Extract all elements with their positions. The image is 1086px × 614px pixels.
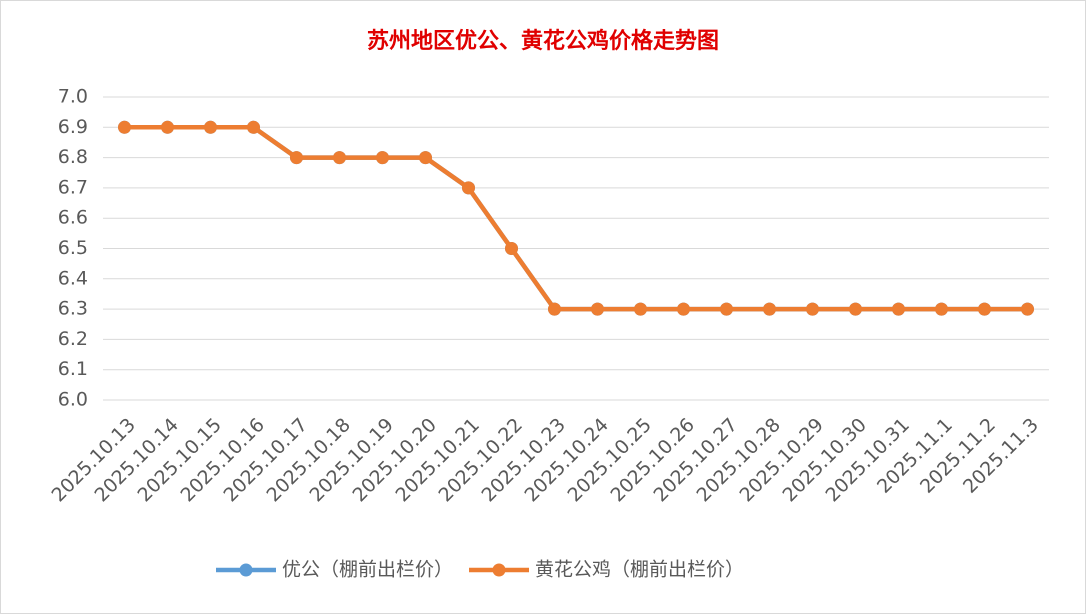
data-point (505, 242, 518, 255)
y-tick-label: 6.4 (58, 267, 88, 289)
legend-marker (492, 563, 506, 577)
y-tick-label: 6.3 (58, 298, 88, 320)
y-tick-label: 6.1 (58, 358, 88, 380)
data-point (591, 302, 604, 316)
data-point (118, 120, 131, 134)
legend-label: 优公（棚前出栏价） (282, 559, 453, 581)
data-point (849, 302, 862, 316)
data-point (161, 120, 174, 134)
data-point (290, 151, 303, 165)
data-point (892, 302, 905, 316)
data-point (376, 151, 389, 165)
data-point (677, 302, 690, 316)
data-point (247, 120, 260, 134)
y-tick-label: 6.5 (58, 237, 88, 259)
series-line (124, 125, 1028, 312)
data-point (333, 151, 346, 165)
y-tick-label: 7.0 (58, 86, 88, 108)
legend-label: 黄花公鸡（棚前出栏价） (535, 559, 744, 581)
y-tick-label: 6.0 (58, 389, 88, 411)
data-point (935, 302, 948, 316)
chart-title: 苏州地区优公、黄花公鸡价格走势图 (367, 28, 719, 54)
data-point (548, 302, 561, 316)
data-point (419, 151, 432, 165)
y-tick-label: 6.9 (58, 116, 88, 138)
data-point (1021, 302, 1034, 316)
data-point (462, 181, 475, 195)
data-point (720, 302, 733, 316)
data-point (978, 302, 991, 316)
y-tick-label: 6.6 (58, 207, 88, 229)
y-tick-label: 6.7 (58, 176, 88, 198)
data-point (204, 120, 217, 134)
data-point (806, 302, 819, 316)
legend-marker (239, 563, 253, 577)
y-tick-label: 6.2 (58, 328, 88, 350)
data-point (634, 302, 647, 316)
data-point (763, 302, 776, 316)
y-tick-label: 6.8 (58, 146, 88, 168)
